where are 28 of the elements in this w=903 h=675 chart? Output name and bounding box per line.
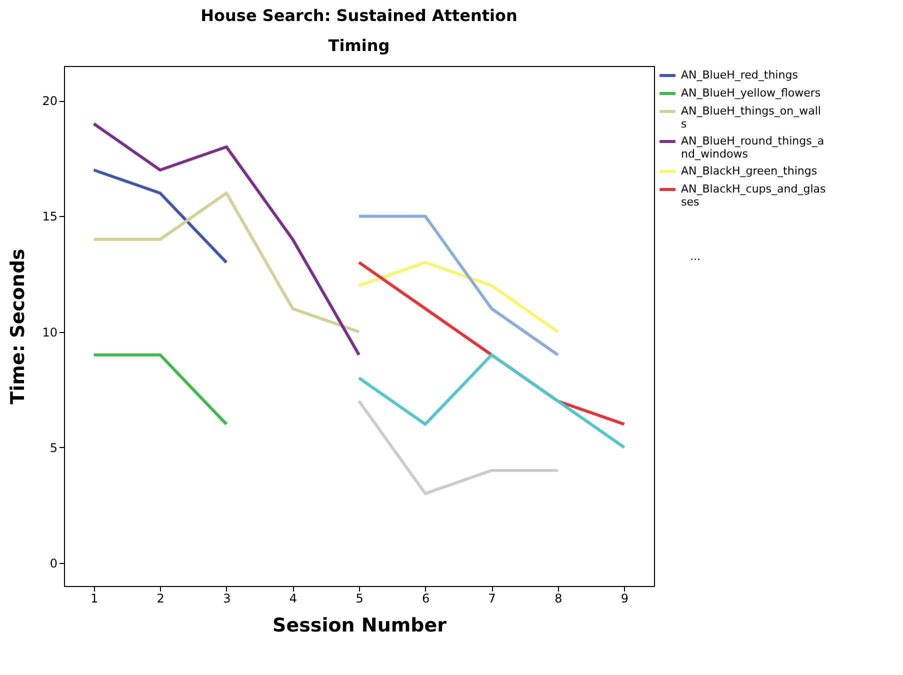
x-tick-label: 7 — [488, 592, 496, 606]
x-tick-label: 6 — [422, 592, 430, 606]
line-series — [358, 353, 626, 449]
chart-subtitle: Timing — [328, 36, 390, 55]
legend-label: AN_BlueH_things_on_walls — [681, 104, 821, 130]
legend-label: AN_BlueH_round_things_and_windows — [681, 134, 824, 160]
legend-label: AN_BlueH_red_things — [681, 68, 798, 82]
x-axis-title: Session Number — [272, 614, 448, 636]
legend-label: AN_BlueH_yellow_flowers — [681, 86, 821, 100]
y-tick-label: 10 — [42, 325, 58, 340]
y-tick-label: 5 — [50, 440, 58, 455]
x-tick-label: 8 — [554, 592, 562, 606]
x-tick-label: 5 — [356, 592, 364, 606]
legend-label: AN_BlackH_green_things — [681, 164, 818, 178]
line-series — [92, 122, 360, 356]
y-tick-label: 0 — [50, 556, 58, 570]
line-series — [92, 192, 360, 334]
chart-title: House Search: Sustained Attention — [200, 6, 518, 25]
text: ... — [690, 250, 700, 263]
legend-label: AN_BlackH_cups_and_glasses — [681, 182, 826, 208]
x-tick-label: 2 — [156, 592, 164, 606]
y-tick-label: 20 — [42, 94, 58, 108]
x-tick-label: 3 — [223, 592, 231, 606]
x-tick-label: 4 — [289, 592, 298, 606]
y-tick-label: 15 — [42, 210, 58, 224]
y-axis-title: Time: Seconds — [7, 248, 30, 404]
x-tick-label: 1 — [90, 592, 98, 606]
x-tick-label: 9 — [620, 592, 628, 606]
